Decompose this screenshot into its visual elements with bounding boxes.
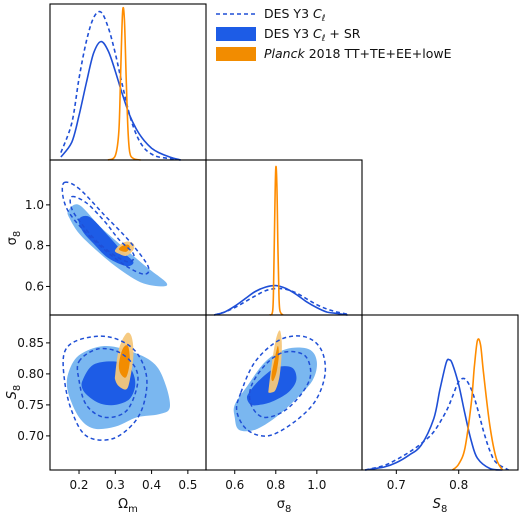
contour-des-dashed-68 <box>76 347 139 419</box>
x-tick-label-sigma8: 0.6 <box>225 478 244 492</box>
contour-des-dashed-68 <box>248 350 312 419</box>
y-axis-label-S8: S8 <box>5 385 23 400</box>
contour-planck-68 <box>118 345 130 378</box>
x-tick-label-omega_m: 0.5 <box>178 478 197 492</box>
marginal-panel-S8 <box>361 314 519 471</box>
marginal-des-dashed-S8 <box>364 377 510 471</box>
marginal-des-dashed-sigma8 <box>213 287 348 316</box>
y-tick-label-sigma8: 0.8 <box>25 239 44 253</box>
y-axis-label-sigma8: σ8 <box>5 231 23 246</box>
x-tick-label-omega_m: 0.4 <box>142 478 161 492</box>
x-tick-label-sigma8: 1.0 <box>307 478 326 492</box>
contour-panel-sigma8__S8 <box>205 314 363 471</box>
marginal-des-sr-sigma8 <box>213 284 348 316</box>
contour-panel-omega_m__S8 <box>49 314 207 471</box>
marginal-des-sr-omega_m <box>60 40 181 161</box>
y-tick-label-S8: 0.75 <box>17 398 44 412</box>
x-tick-label-S8: 0.7 <box>387 478 406 492</box>
marginal-panel-sigma8 <box>205 159 363 316</box>
x-axis-label-sigma8: σ8 <box>277 497 292 513</box>
panel-frame-sigma8__S8 <box>205 314 363 471</box>
x-axis-label-omega-m: Ωm <box>118 497 138 513</box>
legend-swatch-orange <box>216 47 256 61</box>
x-axis-label-S8: S8 <box>433 497 448 513</box>
legend-label-0: DES Y3 Cℓ <box>264 6 325 24</box>
contour-planck-68 <box>271 345 279 382</box>
marginal-des-sr-S8 <box>364 358 503 471</box>
y-tick-label-S8: 0.85 <box>17 336 44 350</box>
marginal-des-dashed-omega_m <box>60 10 181 161</box>
marginal-planck-S8 <box>451 338 504 471</box>
marginal-planck-sigma8 <box>268 165 284 316</box>
legend-label-2: Planck 2018 TT+TE+EE+lowE <box>264 46 452 61</box>
legend-label-1: DES Y3 Cℓ + SR <box>264 26 361 44</box>
contour-des-dashed-68 <box>69 195 135 263</box>
x-tick-label-omega_m: 0.3 <box>106 478 125 492</box>
y-tick-label-sigma8: 1.0 <box>25 198 44 212</box>
y-tick-label-S8: 0.70 <box>17 429 44 443</box>
contour-des-dashed-95 <box>61 181 150 275</box>
y-tick-label-sigma8: 0.6 <box>25 279 44 293</box>
marginal-planck-omega_m <box>107 6 141 161</box>
x-tick-label-S8: 0.8 <box>449 478 468 492</box>
contour-planck-68 <box>118 244 130 252</box>
legend-item-2: Planck 2018 TT+TE+EE+lowE <box>216 46 452 61</box>
legend-item-1: DES Y3 Cℓ + SR <box>216 26 361 44</box>
legend: DES Y3 Cℓ DES Y3 Cℓ + SR Planck 2018 TT+T… <box>216 6 452 61</box>
y-tick-label-S8: 0.80 <box>17 367 44 381</box>
x-tick-label-sigma8: 0.8 <box>266 478 285 492</box>
panel-frame-omega_m__sigma8 <box>49 159 207 316</box>
contour-des-dashed-95 <box>235 335 327 437</box>
contour-panel-omega_m__sigma8 <box>49 159 207 316</box>
x-tick-label-omega_m: 0.2 <box>69 478 88 492</box>
marginal-panel-omega_m <box>49 3 207 161</box>
legend-item-0: DES Y3 Cℓ <box>216 6 325 24</box>
legend-swatch-blue <box>216 27 256 41</box>
panel-frame-sigma8 <box>205 159 363 316</box>
